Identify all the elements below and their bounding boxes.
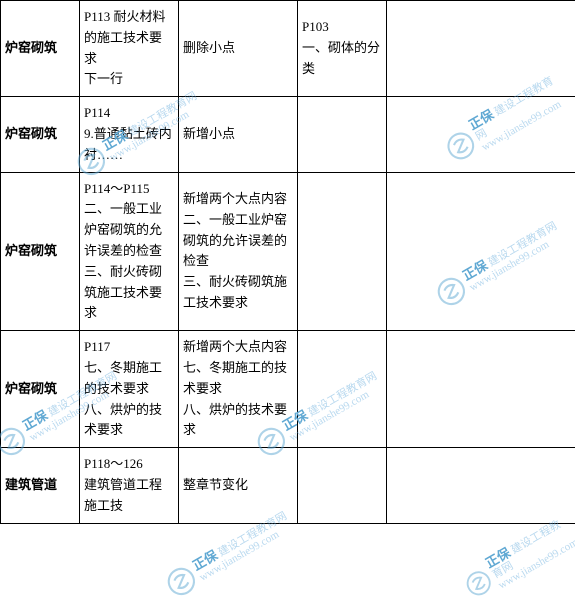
cell-change: 整章节变化 <box>179 448 298 523</box>
cell-blank <box>387 331 575 448</box>
watermark-logo-icon <box>461 565 496 602</box>
cell-page-ref: P118～126建筑管道工程施工技 <box>80 448 179 523</box>
table-row: 炉窑砌筑 P1149.普通黏土砖内衬…… 新增小点 新增 <box>1 97 575 172</box>
cell-page-ref: P113 耐火材料的施工技术要求下一行 <box>80 1 179 97</box>
watermark-text: 正保 建设工程教育网www.jianshe99.com <box>483 512 575 592</box>
cell-change: 新增两个大点内容七、冬期施工的技术要求八、烘炉的技术要求 <box>179 331 298 448</box>
cell-category: 炉窑砌筑 <box>1 331 80 448</box>
cell-page-ref: P117七、冬期施工的技术要求八、烘炉的技术要求 <box>80 331 179 448</box>
watermark-logo-icon <box>162 562 200 600</box>
cell-blank <box>387 1 575 97</box>
table-row: 建筑管道 P118～126建筑管道工程施工技 整章节变化 注意 <box>1 448 575 523</box>
cell-category: 炉窑砌筑 <box>1 1 80 97</box>
cell-change: 删除小点 <box>179 1 298 97</box>
table-row: 炉窑砌筑 P113 耐火材料的施工技术要求下一行 删除小点 P103一、砌体的分… <box>1 1 575 97</box>
cell-new-ref <box>298 331 387 448</box>
cell-new-ref <box>298 448 387 523</box>
cell-new-ref <box>298 97 387 172</box>
cell-category: 炉窑砌筑 <box>1 172 80 331</box>
cell-new-ref <box>298 172 387 331</box>
cell-blank <box>387 97 575 172</box>
cell-change: 新增两个大点内容二、一般工业炉窑砌筑的允许误差的检查三、耐火砖砌筑施工技术要求 <box>179 172 298 331</box>
cell-page-ref: P114～P115 二、一般工业炉窑砌筑的允许误差的检查三、耐火砖砌筑施工技术要… <box>80 172 179 331</box>
cell-new-ref: P103一、砌体的分类 <box>298 1 387 97</box>
cell-category: 炉窑砌筑 <box>1 97 80 172</box>
table-body: 炉窑砌筑 P113 耐火材料的施工技术要求下一行 删除小点 P103一、砌体的分… <box>1 1 575 524</box>
table-row: 炉窑砌筑 P117七、冬期施工的技术要求八、烘炉的技术要求 新增两个大点内容七、… <box>1 331 575 448</box>
watermark-item: 正保 建设工程教育网www.jianshe99.com <box>459 512 575 606</box>
table-row: 炉窑砌筑 P114～P115 二、一般工业炉窑砌筑的允许误差的检查三、耐火砖砌筑… <box>1 172 575 331</box>
cell-change: 新增小点 <box>179 97 298 172</box>
main-table: 炉窑砌筑 P113 耐火材料的施工技术要求下一行 删除小点 P103一、砌体的分… <box>0 0 575 524</box>
cell-category: 建筑管道 <box>1 448 80 523</box>
cell-page-ref: P1149.普通黏土砖内衬…… <box>80 97 179 172</box>
cell-blank <box>387 172 575 331</box>
cell-blank <box>387 448 575 523</box>
